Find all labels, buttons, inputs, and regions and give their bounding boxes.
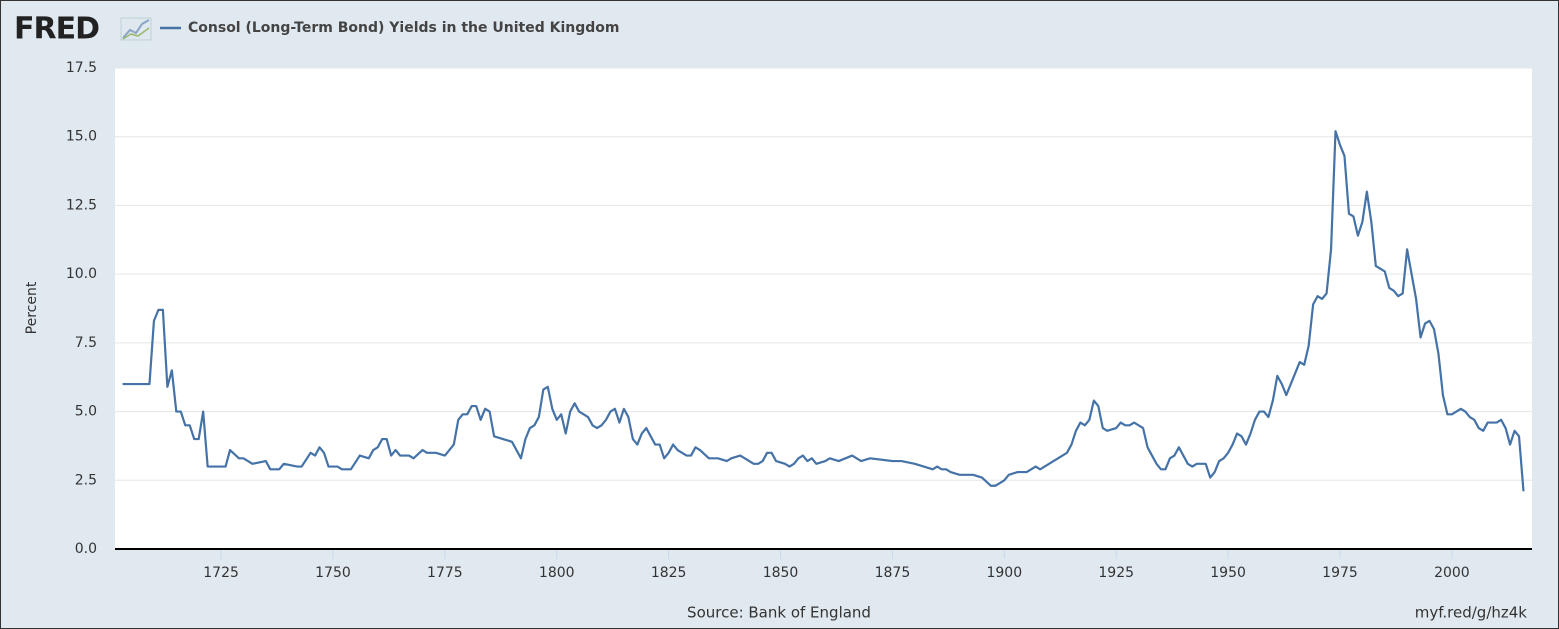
x-tick-label: 1950: [1210, 565, 1246, 581]
y-tick-label: 0.0: [75, 541, 97, 557]
y-tick-label: 10.0: [66, 266, 97, 282]
y-tick-label: 7.5: [75, 335, 97, 351]
x-tick-label: 1825: [651, 565, 687, 581]
x-tick-label: 1925: [1098, 565, 1134, 581]
y-tick-label: 5.0: [75, 404, 97, 420]
x-tick-label: 1975: [1322, 565, 1358, 581]
x-tick-label: 1875: [875, 565, 911, 581]
source: Source: Bank of England: [687, 604, 871, 622]
y-tick-label: 15.0: [66, 129, 97, 145]
y-tick-label: 12.5: [66, 197, 97, 213]
x-tick-label: 1775: [427, 565, 463, 581]
brand-logo: FRED: [14, 12, 99, 47]
y-tick-label: 17.5: [66, 60, 97, 76]
x-tick-label: 1850: [763, 565, 799, 581]
y-tick-label: 2.5: [75, 472, 97, 488]
x-tick-label: 1800: [539, 565, 575, 581]
short-url: myf.red/g/hz4k: [1415, 604, 1528, 622]
legend-label: Consol (Long-Term Bond) Yields in the Un…: [188, 20, 619, 36]
logo-icon: [120, 17, 152, 41]
y-axis-label: Percent: [24, 281, 40, 334]
x-tick-label: 2000: [1434, 565, 1470, 581]
x-tick-label: 1900: [986, 565, 1022, 581]
x-tick-label: 1750: [315, 565, 351, 581]
data-line: [122, 130, 1525, 492]
x-tick-label: 1725: [203, 565, 239, 581]
plot-area: [115, 68, 1532, 549]
